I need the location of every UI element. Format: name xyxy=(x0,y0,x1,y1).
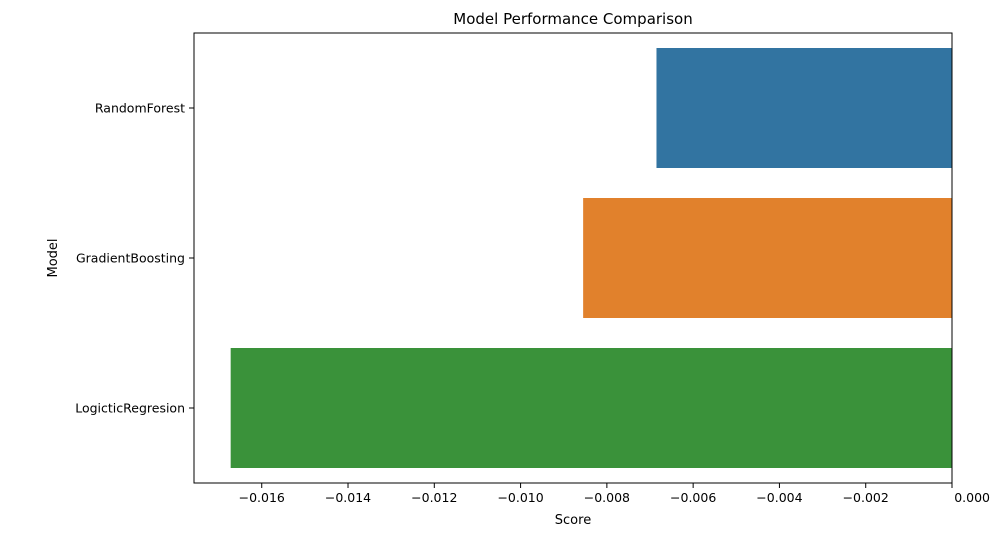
y-tick-label: LogicticRegresion xyxy=(75,401,185,416)
x-tick-label: −0.016 xyxy=(239,490,285,505)
x-axis: −0.016 −0.014 −0.012 −0.010 −0.008 −0.006 −0.0… xyxy=(239,483,990,505)
bars-layer xyxy=(230,48,953,468)
y-axis: RandomForest GradientBoosting LogicticRegr… xyxy=(75,101,194,416)
bar-randomforest xyxy=(656,48,952,168)
x-tick-label: −0.010 xyxy=(497,490,543,505)
chart-title: Model Performance Comparison xyxy=(453,10,692,28)
x-tick-label: −0.014 xyxy=(325,490,371,505)
x-tick-label: −0.008 xyxy=(584,490,630,505)
x-tick-label: −0.004 xyxy=(756,490,802,505)
x-tick-label: −0.006 xyxy=(670,490,716,505)
y-tick-label: RandomForest xyxy=(95,101,185,116)
bar-gradientboosting xyxy=(583,198,952,318)
x-axis-label: Score xyxy=(555,513,591,528)
y-axis-label: Model xyxy=(46,238,61,277)
x-tick-label: 0.000 xyxy=(954,490,990,505)
x-tick-label: −0.002 xyxy=(843,490,889,505)
y-tick-label: GradientBoosting xyxy=(76,251,185,266)
bar-logicticregresion xyxy=(230,348,953,468)
x-tick-label: −0.012 xyxy=(411,490,457,505)
